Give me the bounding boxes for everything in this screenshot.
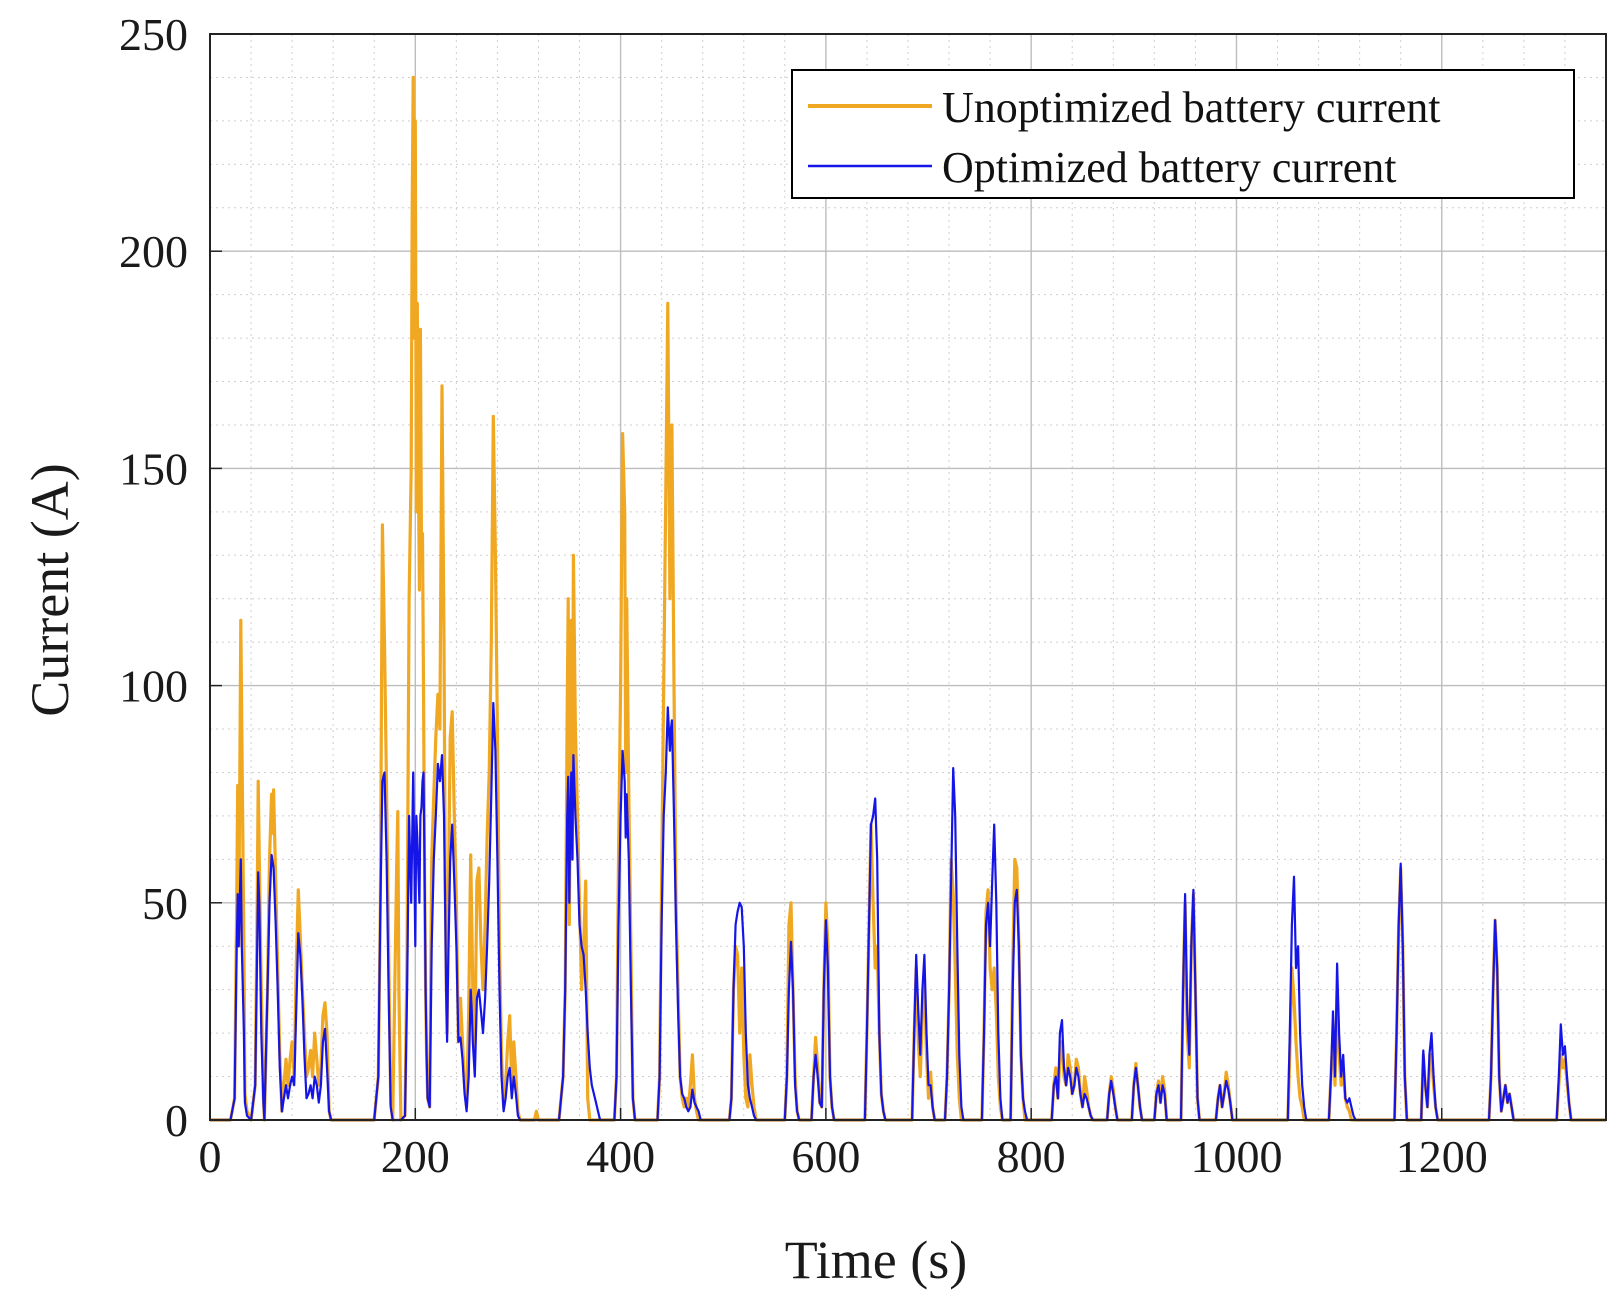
plot-frame [209, 33, 1607, 1121]
y-axis-label: Current (A) [20, 463, 80, 716]
series-line-optimized [210, 701, 1606, 1122]
x-tick-labels: 0 200 400 600 800 1000 1200 [199, 1131, 1488, 1182]
x-tick-label: 800 [997, 1131, 1066, 1182]
y-tick-label: 150 [119, 443, 188, 494]
legend-label-unoptimized: Unoptimized battery current [942, 83, 1440, 132]
legend: Unoptimized battery current Optimized ba… [791, 69, 1575, 199]
x-tick-label: 200 [381, 1131, 450, 1182]
legend-label-optimized: Optimized battery current [942, 143, 1396, 192]
x-axis-label: Time (s) [785, 1230, 968, 1290]
legend-box [791, 69, 1575, 199]
x-tick-label: 1000 [1190, 1131, 1282, 1182]
y-tick-label: 100 [119, 661, 188, 712]
series-layer [210, 75, 1606, 1122]
y-tick-label: 250 [119, 9, 188, 60]
minor-grid [210, 34, 1606, 1120]
x-tick-label: 0 [199, 1131, 222, 1182]
x-tick-label: 600 [791, 1131, 860, 1182]
y-tick-label: 200 [119, 226, 188, 277]
y-tick-label: 50 [142, 878, 188, 929]
y-tick-label: 0 [165, 1095, 188, 1146]
x-tick-label: 1200 [1396, 1131, 1488, 1182]
y-tick-labels: 0 50 100 150 200 250 [119, 9, 188, 1146]
x-tick-label: 400 [586, 1131, 655, 1182]
axes-frame [209, 33, 1607, 1121]
